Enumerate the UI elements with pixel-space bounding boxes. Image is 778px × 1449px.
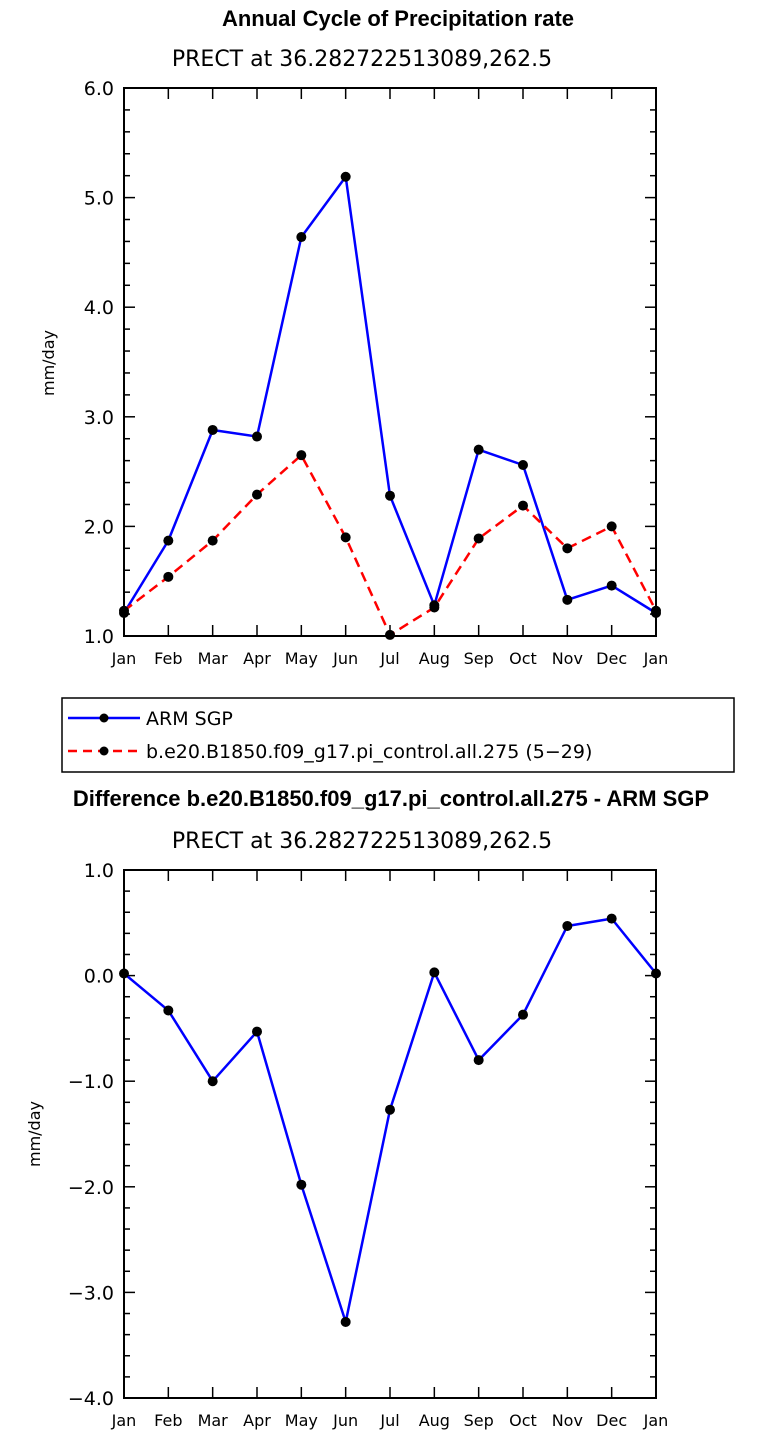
chart1-plot-area bbox=[119, 171, 661, 640]
chart1-series-0-point bbox=[518, 460, 528, 471]
chart1-series-1-point bbox=[473, 533, 484, 544]
chart2-xtick-label: Aug bbox=[419, 1411, 450, 1430]
chart1-series-0-point bbox=[163, 535, 174, 546]
chart2-ytick-label: −2.0 bbox=[68, 1177, 114, 1199]
chart2-xtick-label: Apr bbox=[243, 1411, 271, 1430]
chart1-series-0-point bbox=[385, 490, 395, 501]
chart1-series-0-point bbox=[296, 232, 307, 243]
chart1-series-1-point bbox=[385, 629, 395, 640]
chart1-ytick-label: 3.0 bbox=[84, 407, 114, 429]
chart2-series-0-point bbox=[385, 1104, 395, 1115]
chart1-xtick-label: Aug bbox=[419, 649, 450, 668]
chart2-series-line-0 bbox=[123, 917, 657, 1324]
chart2-xtick-label: Nov bbox=[552, 1411, 583, 1430]
chart1-series-1-point bbox=[429, 602, 440, 613]
chart2-xtick-label: Feb bbox=[154, 1411, 182, 1430]
chart1-series-1-point bbox=[207, 535, 218, 546]
chart1-xtick-label: Sep bbox=[464, 649, 494, 668]
legend-label-arm-sgp: ARM SGP bbox=[146, 708, 233, 730]
chart2-ytick-label: −3.0 bbox=[68, 1282, 114, 1304]
chart1-series-1-point bbox=[340, 532, 351, 543]
chart2-series-0-point bbox=[296, 1179, 307, 1190]
chart1-ytick-label: 4.0 bbox=[84, 297, 114, 319]
chart1-series-1-point bbox=[252, 489, 262, 500]
chart1-title: Annual Cycle of Precipitation rate bbox=[222, 6, 574, 31]
chart1-xtick-label: Oct bbox=[509, 649, 537, 668]
chart2-series-0-point bbox=[473, 1055, 484, 1066]
chart2-xtick-label: May bbox=[285, 1411, 318, 1430]
chart1-xtick-label: Mar bbox=[198, 649, 229, 668]
chart1-series-1-point bbox=[119, 605, 129, 616]
chart1-ytick-label: 6.0 bbox=[84, 78, 114, 100]
chart1-xtick-label: Jul bbox=[379, 649, 399, 668]
chart2-axes: −4.0 −3.0 −2.0 −1.0 0.0 1.0 Jan Feb Mar Apr May Jun… bbox=[68, 860, 668, 1430]
legend-box bbox=[61, 697, 735, 773]
chart2-ytick-label: −1.0 bbox=[68, 1071, 114, 1093]
chart1-series-1-point bbox=[562, 543, 573, 554]
chart2-series-0-point bbox=[651, 968, 661, 979]
chart2-xtick-label: Jan bbox=[111, 1411, 137, 1430]
chart1-series-1-point bbox=[606, 521, 617, 532]
chart1-series-0-point bbox=[606, 580, 617, 591]
chart2-xtick-label: Jun bbox=[332, 1411, 358, 1430]
legend-label-model: b.e20.B1850.f09_g17.pi_control.all.275 (… bbox=[146, 741, 592, 763]
chart1-frame bbox=[123, 87, 657, 637]
chart1-ytick-label: 1.0 bbox=[84, 626, 114, 648]
chart1-subtitle: PRECT at 36.282722513089,262.5 bbox=[172, 47, 552, 72]
chart2-xtick-label: Jan bbox=[643, 1411, 669, 1430]
chart2-ytick-label: −4.0 bbox=[68, 1388, 114, 1410]
chart1-ytick-label: 5.0 bbox=[84, 188, 114, 210]
chart2-ytick-label: 1.0 bbox=[84, 860, 114, 882]
chart1-xtick-label: Jan bbox=[643, 649, 669, 668]
chart2-ylabel: mm/day bbox=[25, 1101, 44, 1167]
chart2-series-0-point bbox=[518, 1009, 528, 1020]
chart1-xtick-label: Dec bbox=[596, 649, 627, 668]
chart1-xtick-label: Nov bbox=[552, 649, 583, 668]
chart1-series-1-point bbox=[296, 450, 307, 461]
chart1-ytick-label: 2.0 bbox=[84, 516, 114, 538]
chart1-series-0-point bbox=[252, 431, 262, 442]
chart2-plot-area bbox=[119, 913, 661, 1327]
chart2-xtick-label: Dec bbox=[596, 1411, 627, 1430]
chart1-series-1-point bbox=[518, 500, 528, 511]
chart2-xtick-label: Jul bbox=[379, 1411, 399, 1430]
chart2-subtitle: PRECT at 36.282722513089,262.5 bbox=[172, 829, 552, 854]
chart2-frame bbox=[123, 869, 657, 1399]
chart2-series-0-point bbox=[119, 968, 129, 979]
chart2-series-0-point bbox=[252, 1026, 262, 1037]
chart2-xtick-label: Sep bbox=[464, 1411, 494, 1430]
chart2-xtick-label: Mar bbox=[198, 1411, 229, 1430]
chart2-ytick-label: 0.0 bbox=[84, 966, 114, 988]
chart1-legend: ARM SGP b.e20.B1850.f09_g17.pi_control.a… bbox=[61, 697, 735, 773]
chart2-series-0-point bbox=[606, 913, 617, 924]
chart2-series-0-point bbox=[163, 1005, 174, 1016]
chart2-series-0-point bbox=[207, 1076, 218, 1087]
chart2-series-0-point bbox=[340, 1316, 351, 1327]
chart1-series-line-1 bbox=[123, 453, 658, 637]
chart1-series-0-point bbox=[562, 594, 573, 605]
chart1-series-0-point bbox=[473, 444, 484, 455]
chart1-xtick-label: Apr bbox=[243, 649, 271, 668]
chart1-xtick-label: Jun bbox=[332, 649, 358, 668]
chart1-series-0-point bbox=[340, 171, 351, 182]
chart2-title: Difference b.e20.B1850.f09_g17.pi_contro… bbox=[73, 786, 709, 811]
chart1-series-1-point bbox=[163, 571, 174, 582]
chart1-series-1-point bbox=[651, 605, 661, 616]
chart2-xtick-label: Oct bbox=[509, 1411, 537, 1430]
legend-marker-arm-sgp bbox=[99, 713, 109, 723]
chart1-xtick-label: Jan bbox=[111, 649, 137, 668]
chart1-xtick-label: May bbox=[285, 649, 318, 668]
chart1-xtick-label: Feb bbox=[154, 649, 182, 668]
chart2-series-0-point bbox=[429, 967, 440, 978]
chart2-series-0-point bbox=[562, 920, 573, 931]
chart1-ylabel: mm/day bbox=[39, 330, 58, 396]
legend-marker-model bbox=[99, 746, 109, 756]
chart1-series-0-point bbox=[207, 424, 218, 435]
